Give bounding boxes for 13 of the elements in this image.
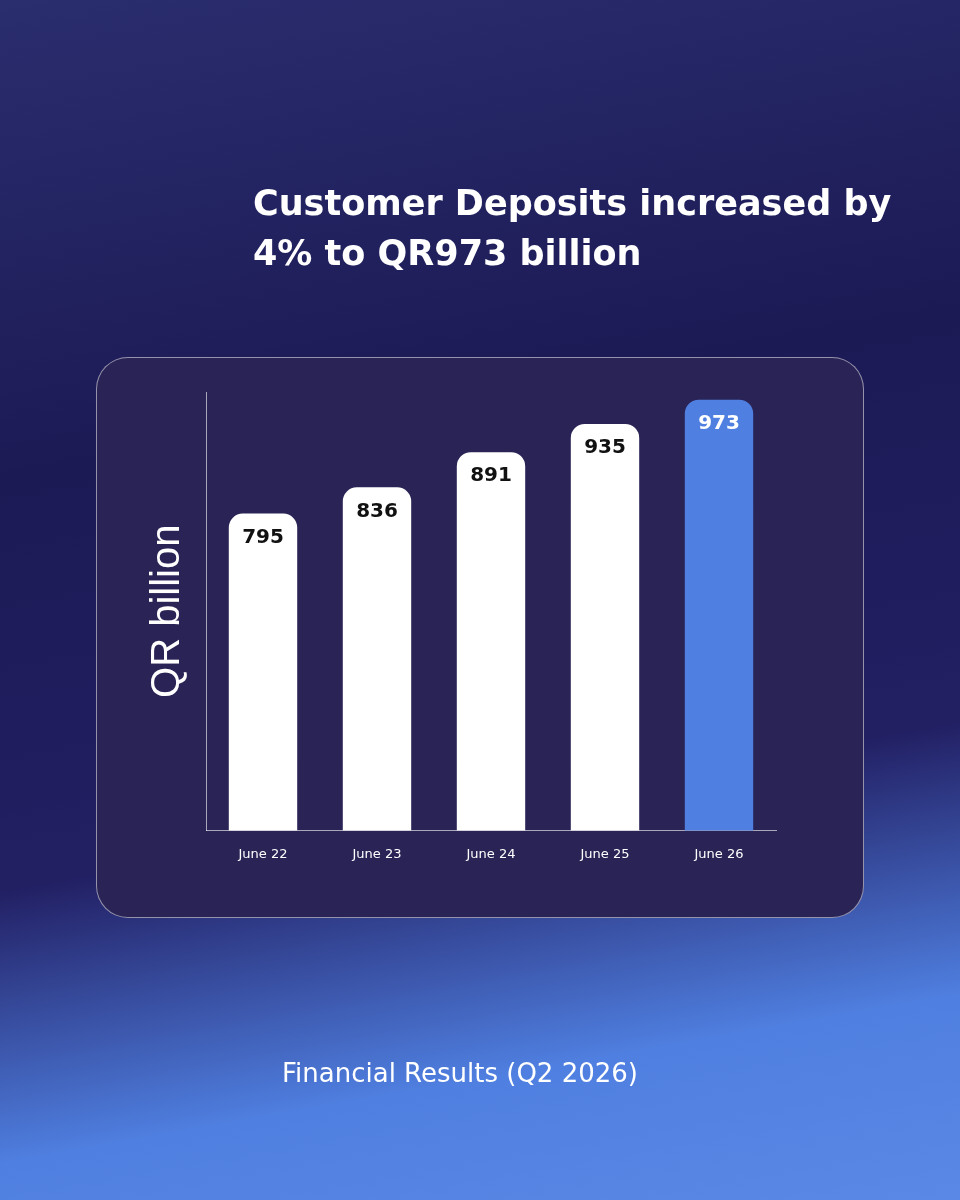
chart-title: Customer Deposits increased by 4% to QR973 billion bbox=[253, 182, 893, 275]
data-label: 836 bbox=[356, 497, 398, 522]
y-axis-title: QR billion bbox=[143, 524, 188, 698]
data-label: 973 bbox=[698, 409, 740, 434]
data-label: 935 bbox=[584, 434, 626, 459]
x-tick-label: June 26 bbox=[693, 845, 744, 861]
x-tick-label: June 25 bbox=[579, 845, 630, 861]
data-label: 891 bbox=[470, 462, 512, 487]
x-tick-label: June 24 bbox=[465, 845, 516, 861]
x-tick-label: June 22 bbox=[237, 845, 288, 861]
text: Financial Results (Q2 2026) bbox=[282, 1058, 638, 1088]
data-label: 795 bbox=[242, 523, 284, 548]
x-tick-label: June 23 bbox=[351, 845, 402, 861]
